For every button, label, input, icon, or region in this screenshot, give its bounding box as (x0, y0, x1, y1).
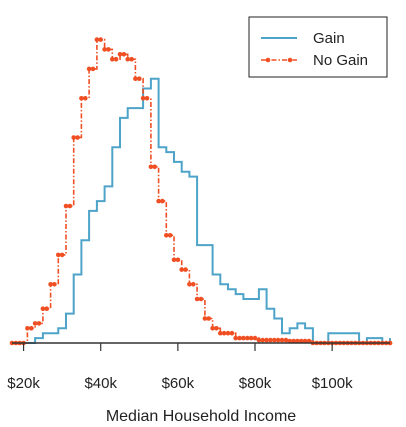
data-point-no-gain (63, 203, 69, 209)
data-point-no-gain (32, 321, 38, 326)
data-point-no-gain (221, 330, 227, 336)
data-point-no-gain (175, 257, 181, 263)
data-point-no-gain (52, 282, 57, 287)
data-point-no-gain (272, 337, 277, 343)
data-point-no-gain (48, 282, 53, 287)
data-point-no-gain (98, 37, 103, 42)
legend-label-no-gain: No Gain (313, 52, 368, 69)
x-axis-title: Median Household Income (106, 408, 296, 425)
data-point-no-gain (129, 56, 134, 62)
data-point-no-gain (121, 52, 127, 57)
data-point-no-gain (56, 252, 61, 258)
data-point-no-gain (202, 316, 208, 321)
data-point-no-gain (214, 326, 219, 331)
data-point-no-gain (67, 203, 73, 209)
data-point-no-gain (71, 135, 76, 140)
data-point-no-gain (40, 306, 46, 312)
x-axis: $20k $40k $60k $80k $100k (7, 343, 353, 392)
data-point-no-gain (152, 164, 157, 170)
data-point-no-gain (59, 252, 65, 258)
data-point-no-gain (110, 56, 115, 62)
x-tick-label: $80k (239, 375, 272, 392)
data-point-no-gain (167, 233, 173, 238)
data-point-no-gain (260, 337, 266, 343)
data-point-no-gain (233, 335, 238, 341)
data-point-no-gain (29, 326, 34, 331)
data-point-no-gain (302, 338, 308, 344)
legend-marker-no-gain (265, 57, 271, 63)
data-point-no-gain (191, 282, 196, 287)
data-point-no-gain (264, 337, 269, 343)
data-point-no-gain (137, 76, 142, 81)
data-point-no-gain (83, 96, 88, 101)
data-point-no-gain (156, 198, 161, 204)
data-point-no-gain (187, 282, 192, 287)
data-point-no-gain (225, 330, 231, 336)
data-point-no-gain (183, 267, 188, 272)
data-point-no-gain (245, 335, 250, 341)
data-point-no-gain (113, 56, 119, 62)
data-point-no-gain (90, 66, 96, 72)
data-point-no-gain (94, 37, 100, 42)
data-point-no-gain (295, 338, 300, 344)
data-point-no-gain (299, 338, 304, 344)
data-point-no-gain (179, 267, 184, 272)
x-tick-label: $20k (7, 375, 40, 392)
data-point-no-gain (133, 76, 138, 81)
data-point-no-gain (194, 296, 200, 302)
data-point-no-gain (256, 337, 262, 343)
x-tick-label: $100k (312, 375, 353, 392)
x-tick-label: $40k (84, 375, 117, 392)
data-point-no-gain (102, 47, 107, 52)
data-point-no-gain (252, 335, 258, 341)
legend-marker-no-gain (287, 57, 293, 63)
data-point-no-gain (144, 96, 150, 101)
data-point-no-gain (106, 47, 111, 52)
data-point-no-gain (241, 335, 246, 341)
data-point-no-gain (218, 330, 223, 336)
data-point-no-gain (248, 335, 254, 341)
data-point-no-gain (206, 316, 211, 321)
data-point-no-gain (164, 233, 169, 238)
data-point-no-gain (75, 135, 80, 140)
data-point-no-gain (160, 198, 165, 204)
data-point-no-gain (86, 66, 92, 72)
data-point-no-gain (140, 96, 146, 101)
plot-area (9, 37, 393, 346)
data-point-no-gain (291, 338, 296, 344)
data-point-no-gain (36, 321, 42, 326)
data-point-no-gain (237, 335, 242, 341)
data-point-no-gain (283, 337, 289, 343)
data-point-no-gain (148, 164, 154, 170)
legend: Gain No Gain (248, 16, 388, 78)
data-point-no-gain (198, 296, 204, 302)
data-point-no-gain (287, 338, 293, 344)
series-line-gain (12, 77, 391, 344)
data-point-no-gain (279, 337, 285, 343)
legend-label-gain: Gain (313, 30, 345, 47)
data-point-no-gain (117, 52, 123, 57)
data-point-no-gain (275, 337, 281, 343)
data-point-no-gain (25, 326, 30, 331)
data-point-no-gain (229, 330, 235, 336)
x-tick-label: $60k (162, 375, 195, 392)
data-point-no-gain (210, 326, 215, 331)
data-point-no-gain (306, 338, 312, 344)
legend-box (248, 16, 388, 78)
data-point-no-gain (125, 56, 130, 62)
data-point-no-gain (268, 337, 273, 343)
data-point-no-gain (44, 306, 49, 312)
data-point-no-gain (79, 96, 84, 101)
data-point-no-gain (171, 257, 177, 263)
